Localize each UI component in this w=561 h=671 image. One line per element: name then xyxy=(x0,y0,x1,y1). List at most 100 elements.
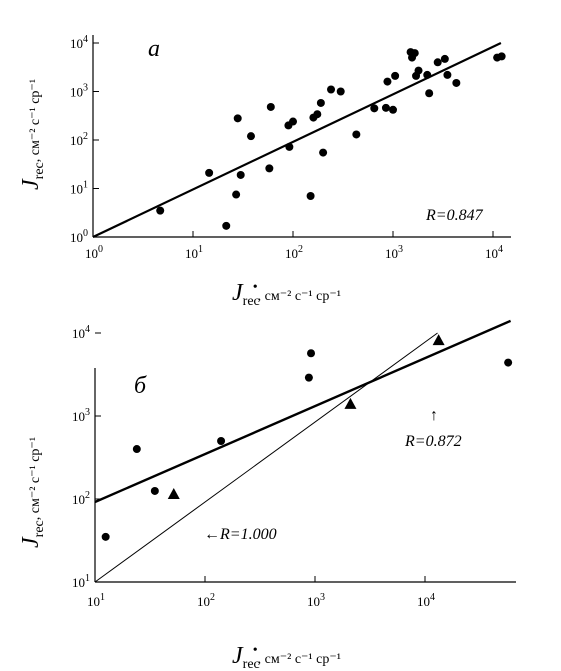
panel-b-x-title-main: J xyxy=(232,643,244,669)
panel-b-y-title-units: , см⁻² с⁻¹ ср⁻¹ xyxy=(28,437,43,520)
panel-b-x-tick-label: 101 xyxy=(87,592,105,609)
panel-a-circle-point xyxy=(327,85,336,94)
panel-a-circle-point xyxy=(389,105,397,114)
panel-b-triangle-point xyxy=(167,487,180,499)
panel-b-circle-point xyxy=(307,349,316,358)
panel-a-x-ticks: 100 101 102 103 104 xyxy=(85,231,503,261)
panel-a-circle-point xyxy=(232,190,241,199)
panel-a-circle-point xyxy=(319,148,328,157)
panel-b-circle-point xyxy=(504,358,513,367)
panel-a-circle-point xyxy=(313,110,322,119)
panel-a-x-tick-label: 104 xyxy=(485,244,503,261)
panel-a-circle-point xyxy=(316,98,325,107)
panel-b-circle-point xyxy=(150,486,159,495)
panel-a-circle-point xyxy=(306,192,315,201)
panel-a-circle-point xyxy=(246,132,255,141)
panel-a-fit-line xyxy=(92,42,502,238)
panel-a-x-tick-label: 101 xyxy=(185,244,203,261)
panel-b-r1-arrow: ↑ xyxy=(430,407,438,424)
panel-a-points xyxy=(156,48,506,230)
panel-a-y-axis-title: Jrec, см⁻² с⁻¹ ср⁻¹ xyxy=(18,79,47,190)
panel-a-circle-point xyxy=(156,206,165,215)
panel-b-y-ticks: 101 102 103 104 xyxy=(72,324,101,590)
panel-a-circle-point xyxy=(352,130,361,139)
panel-b-x-tick-label: 104 xyxy=(417,592,435,609)
panel-a-circle-point xyxy=(423,70,432,79)
panel-a-r-annotation: R=0.847 xyxy=(425,207,484,224)
panel-a-x-title-units: , см⁻² с⁻¹ ср⁻¹ xyxy=(258,289,341,304)
panel-b-y-title-main: J xyxy=(18,536,44,548)
panel-b-circle-point xyxy=(101,532,110,541)
panel-a-letter: a xyxy=(148,36,160,62)
panel-a-circle-point xyxy=(285,142,294,151)
panel-b-fit-line-thick xyxy=(94,319,512,504)
panel-a-circle-point xyxy=(336,87,345,96)
panel-b-y-tick-label: 101 xyxy=(72,573,90,590)
panel-b-x-tick-label: 103 xyxy=(307,592,325,609)
panel-b-x-title-star: • xyxy=(253,643,258,658)
panel-a-circle-point xyxy=(440,54,449,63)
panel-a-circle-point xyxy=(443,70,452,79)
panel-b-x-tick-label: 102 xyxy=(197,592,215,609)
panel-a-x-title-star: • xyxy=(253,280,258,295)
panel-b-r2-text: R=1.000 xyxy=(219,526,277,543)
panel-b-y-tick-label: 102 xyxy=(72,490,90,507)
panel-b-y-tick-label: 104 xyxy=(72,324,90,341)
panel-a-y-tick-label: 100 xyxy=(70,228,88,245)
panel-b-y-axis-title: Jrec, см⁻² с⁻¹ ср⁻¹ xyxy=(18,437,47,548)
panel-a-circle-point xyxy=(410,49,419,58)
panel-a-y-tick-label: 101 xyxy=(70,180,88,197)
panel-a-circle-point xyxy=(391,71,400,80)
panel-b-y-title-sub: rec xyxy=(32,520,47,537)
panel-a-x-tick-label: 100 xyxy=(85,244,103,261)
panel-a-r-text: R=0.847 xyxy=(425,207,484,224)
panel-b-triangle-point xyxy=(432,334,445,346)
panel-b-fit-line-thin xyxy=(94,332,438,583)
panel-a-circle-point xyxy=(205,168,214,177)
chart-panel-a: 100 101 102 103 104 100 101 102 103 104 a R=0.84… xyxy=(18,34,511,309)
panel-b-points xyxy=(101,334,513,541)
panel-a-y-tick-label: 104 xyxy=(70,34,88,51)
panel-a-circle-point xyxy=(266,102,275,111)
panel-b-x-ticks: 101 102 103 104 xyxy=(87,576,435,609)
panel-a-x-title-sub: rec xyxy=(243,294,260,309)
panel-a-circle-point xyxy=(265,164,274,173)
panel-b-r2-annotation: ←R=1.000 xyxy=(204,526,277,543)
panel-b-y-tick-label: 103 xyxy=(72,407,90,424)
panel-a-circle-point xyxy=(222,221,231,230)
panel-a-circle-point xyxy=(497,52,506,61)
panel-a-x-tick-label: 102 xyxy=(285,244,303,261)
panel-a-circle-point xyxy=(425,89,434,98)
panel-b-r1-text: R=0.872 xyxy=(404,433,462,450)
panel-a-circle-point xyxy=(381,103,390,112)
panel-b-circle-point xyxy=(304,373,313,382)
panel-a-circle-point xyxy=(383,77,392,86)
panel-a-y-title-main: J xyxy=(18,178,44,190)
panel-a-circle-point xyxy=(370,104,379,113)
panel-b-letter: б xyxy=(134,373,147,399)
panel-a-y-title-units: , см⁻² с⁻¹ ср⁻¹ xyxy=(28,79,43,162)
panel-a-circle-point xyxy=(233,114,242,123)
panel-a-circle-point xyxy=(433,58,442,67)
panel-a-x-tick-label: 103 xyxy=(385,244,403,261)
panel-b-x-axis-title: Jrec•, см⁻² с⁻¹ ср⁻¹ xyxy=(232,643,341,671)
panel-a-y-tick-label: 103 xyxy=(70,83,88,100)
panel-a-y-title-sub: rec xyxy=(32,162,47,179)
panel-a-circle-point xyxy=(289,117,297,126)
panel-b-circle-point xyxy=(217,436,226,445)
panel-b-x-title-units: , см⁻² с⁻¹ ср⁻¹ xyxy=(258,652,341,667)
panel-a-y-ticks: 100 101 102 103 104 xyxy=(70,34,99,245)
panel-b-triangle-point xyxy=(344,397,357,409)
panel-b-circle-point xyxy=(132,445,141,454)
panel-a-circle-point xyxy=(236,170,245,179)
panel-a-circle-point xyxy=(414,66,423,75)
chart-panel-b: 101 102 103 104 101 102 103 104 б ↑ R=0.872 ←R… xyxy=(18,319,516,671)
panel-a-y-tick-label: 102 xyxy=(70,131,88,148)
panel-a-x-axis-title: Jrec•, см⁻² с⁻¹ ср⁻¹ xyxy=(232,280,341,309)
panel-b-x-title-sub: rec xyxy=(243,657,260,671)
panel-b-r1-annotation: R=0.872 xyxy=(404,433,462,450)
panel-b-r2-arrow: ← xyxy=(204,526,220,543)
panel-a-circle-point xyxy=(452,78,461,87)
panel-a-x-title-main: J xyxy=(232,280,244,306)
